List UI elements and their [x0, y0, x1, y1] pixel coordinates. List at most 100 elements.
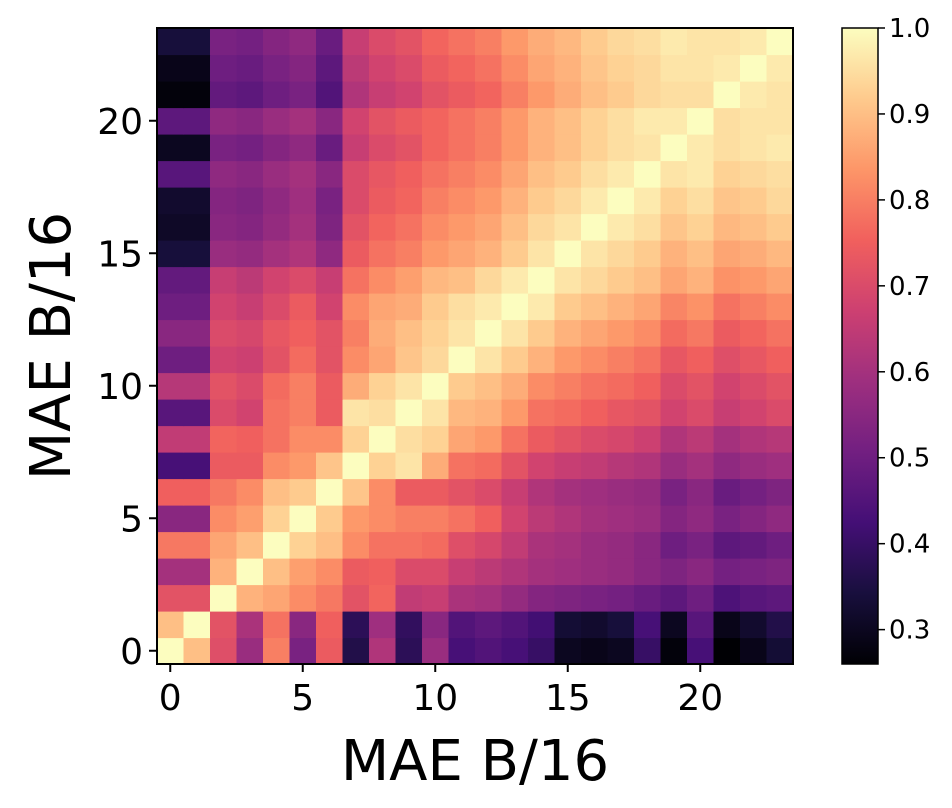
- heatmap-cell: [369, 81, 397, 109]
- heatmap-cell: [660, 134, 688, 162]
- heatmap-cell: [740, 558, 768, 586]
- heatmap-cell: [183, 54, 211, 82]
- heatmap-cell: [713, 134, 741, 162]
- heatmap-cell: [395, 558, 423, 586]
- heatmap-cell: [289, 505, 317, 533]
- heatmap-cell: [528, 319, 556, 347]
- heatmap-cell: [475, 531, 503, 559]
- colorbar: [841, 27, 879, 665]
- y-tick-label: 0: [120, 632, 143, 673]
- heatmap-cell: [501, 584, 529, 612]
- heatmap-cell: [581, 399, 609, 427]
- heatmap-cell: [157, 399, 185, 427]
- heatmap-cell: [263, 452, 291, 480]
- heatmap-cell: [713, 558, 741, 586]
- heatmap-cell: [634, 346, 662, 374]
- heatmap-cell: [713, 637, 741, 665]
- heatmap-cell: [766, 266, 794, 294]
- heatmap-cell: [157, 611, 185, 639]
- heatmap-cell: [236, 399, 264, 427]
- heatmap-cell: [289, 399, 317, 427]
- heatmap-cell: [607, 505, 635, 533]
- x-tick-label: 5: [291, 678, 314, 719]
- heatmap-cell: [448, 584, 476, 612]
- heatmap-cell: [713, 372, 741, 400]
- heatmap-cell: [183, 478, 211, 506]
- heatmap-cell: [660, 584, 688, 612]
- heatmap-cell: [342, 531, 370, 559]
- heatmap-cell: [422, 28, 450, 56]
- x-tick-label: 15: [545, 678, 591, 719]
- heatmap-cell: [607, 54, 635, 82]
- heatmap-cell: [687, 187, 715, 215]
- heatmap-cell: [342, 425, 370, 453]
- heatmap-cell: [660, 399, 688, 427]
- heatmap-cell: [740, 134, 768, 162]
- heatmap-cell: [713, 266, 741, 294]
- heatmap-cell: [581, 28, 609, 56]
- heatmap-cell: [660, 81, 688, 109]
- heatmap-cell: [316, 531, 344, 559]
- heatmap-cell: [183, 637, 211, 665]
- heatmap-cell: [634, 107, 662, 135]
- heatmap-cell: [687, 81, 715, 109]
- heatmap-cell: [660, 611, 688, 639]
- heatmap-cell: [660, 478, 688, 506]
- heatmap-cell: [528, 558, 556, 586]
- heatmap-cell: [713, 478, 741, 506]
- heatmap-cell: [607, 637, 635, 665]
- heatmap-cell: [157, 531, 185, 559]
- heatmap-cell: [607, 611, 635, 639]
- heatmap-cell: [660, 293, 688, 321]
- heatmap-cell: [395, 187, 423, 215]
- heatmap-cell: [395, 611, 423, 639]
- heatmap-cell: [183, 531, 211, 559]
- y-axis-ticks: 0 5 10 15 20: [97, 102, 157, 673]
- heatmap-cell: [395, 372, 423, 400]
- heatmap-cell: [395, 28, 423, 56]
- heatmap-cell: [501, 81, 529, 109]
- heatmap-cell: [687, 319, 715, 347]
- heatmap-cell: [289, 134, 317, 162]
- heatmap-cell: [422, 584, 450, 612]
- heatmap-cell: [422, 266, 450, 294]
- heatmap-cell: [183, 81, 211, 109]
- heatmap-cell: [342, 28, 370, 56]
- x-axis-label: MAE B/16: [341, 729, 609, 794]
- heatmap-cell: [342, 346, 370, 374]
- heatmap-cell: [157, 558, 185, 586]
- heatmap-cell: [448, 266, 476, 294]
- heatmap-cell: [501, 637, 529, 665]
- y-tick-label: 20: [97, 102, 143, 143]
- heatmap-cell: [687, 452, 715, 480]
- heatmap-cell: [263, 478, 291, 506]
- heatmap-cell: [475, 399, 503, 427]
- heatmap-cell: [581, 319, 609, 347]
- heatmap-cell: [740, 160, 768, 188]
- heatmap-cell: [554, 107, 582, 135]
- heatmap-cell: [369, 107, 397, 135]
- heatmap-cell: [342, 399, 370, 427]
- heatmap-cell: [263, 611, 291, 639]
- heatmap-cell: [157, 505, 185, 533]
- heatmap-cell: [554, 213, 582, 241]
- heatmap-cell: [687, 293, 715, 321]
- heatmap-cell: [528, 240, 556, 268]
- heatmap-cell: [713, 160, 741, 188]
- heatmap-cell: [210, 637, 238, 665]
- heatmap-cell: [263, 81, 291, 109]
- heatmap-cell: [713, 399, 741, 427]
- heatmap-cell: [210, 505, 238, 533]
- heatmap-cell: [475, 54, 503, 82]
- heatmap-cell: [554, 425, 582, 453]
- heatmap-cell: [183, 584, 211, 612]
- heatmap-cell: [607, 107, 635, 135]
- heatmap-cell: [634, 558, 662, 586]
- heatmap-cell: [607, 81, 635, 109]
- heatmap-cell: [766, 319, 794, 347]
- heatmap-cell: [157, 293, 185, 321]
- heatmap-cell: [183, 505, 211, 533]
- heatmap-cell: [766, 81, 794, 109]
- heatmap-cell: [581, 266, 609, 294]
